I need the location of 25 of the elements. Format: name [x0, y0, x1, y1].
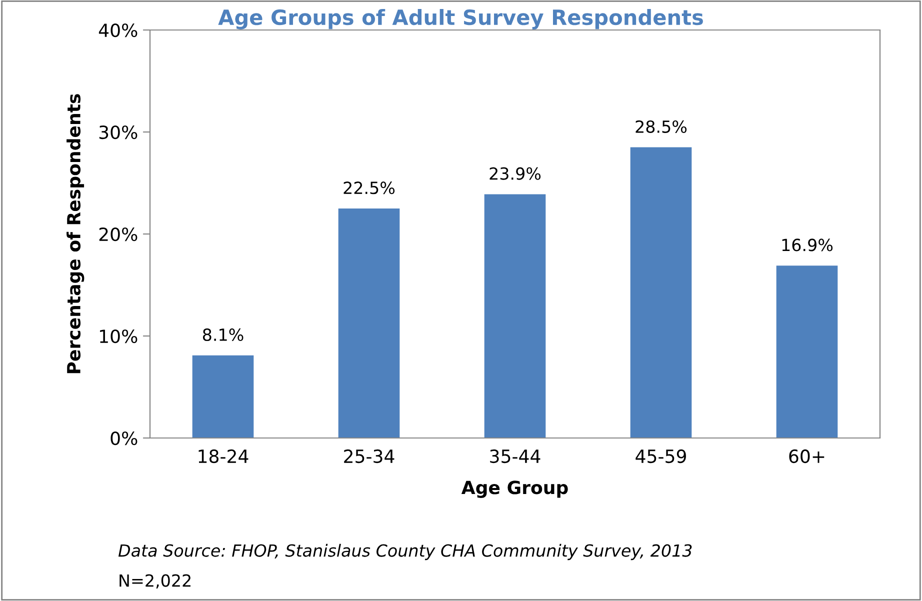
data-label: 22.5% — [344, 182, 395, 194]
data-label: 8.1% — [202, 328, 244, 342]
text: N=2,022 — [120, 574, 190, 589]
data-label: 16.9% — [782, 238, 833, 252]
y-tick-label: 20% — [99, 227, 138, 242]
bar — [338, 208, 400, 438]
bar — [484, 194, 546, 438]
y-tick-label: 30% — [99, 125, 138, 140]
bar — [192, 355, 254, 438]
x-tick-label: 45-59 — [636, 449, 686, 464]
y-tick-label: 0% — [110, 431, 138, 446]
bar — [630, 147, 692, 438]
x-axis-title: Age Group — [461, 480, 568, 498]
y-axis-title: Percentage of Respondents — [66, 94, 84, 374]
bar — [776, 266, 838, 438]
y-tick-label: 10% — [100, 329, 138, 344]
source-note: Data Source: FHOP, Stanislaus County CHA Community Survey, 2013 — [118, 544, 692, 560]
x-tick-label: 60+ — [789, 449, 824, 464]
y-tick-label: 40% — [98, 23, 138, 38]
data-label: 28.5% — [636, 120, 687, 133]
x-tick-label: 25-34 — [344, 449, 394, 464]
x-tick-label: 18-24 — [198, 449, 248, 464]
x-tick-label: 35-44 — [490, 449, 540, 464]
data-label: 23.9% — [490, 167, 541, 180]
chart-title: Age Groups of Adult Survey Respondents — [218, 9, 703, 30]
